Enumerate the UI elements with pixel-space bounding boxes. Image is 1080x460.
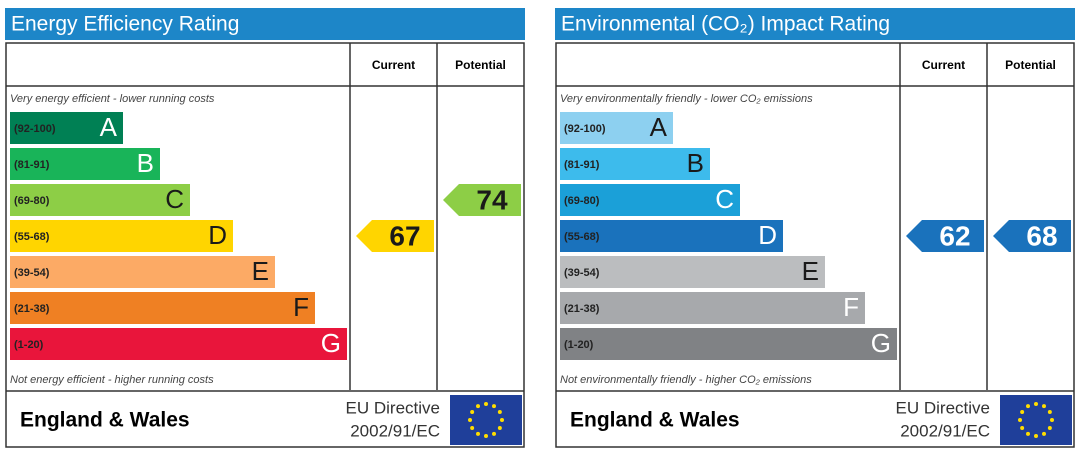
band-bar (560, 220, 783, 252)
rating-value: 67 (389, 220, 420, 251)
eu-star (1018, 418, 1022, 422)
band-letter: G (321, 328, 341, 358)
eu-star (1026, 431, 1030, 436)
eu-star (492, 404, 496, 409)
rating-arrow (993, 220, 1071, 252)
directive: EU Directive (346, 398, 440, 417)
band-letter: G (871, 328, 891, 358)
band-range: (69-80) (14, 195, 50, 207)
band-range: (1-20) (564, 339, 594, 351)
eu-star (1034, 434, 1038, 438)
band-range: (69-80) (564, 195, 600, 207)
band-range: (55-68) (564, 231, 600, 243)
band-letter: F (293, 292, 309, 322)
eu-star (1034, 402, 1038, 406)
eu-star (484, 434, 488, 438)
band-range: (81-91) (564, 159, 600, 171)
column-header: Potential (455, 58, 506, 72)
band-range: (92-100) (564, 123, 606, 135)
band-bar (10, 220, 233, 252)
band-letter: A (100, 112, 118, 142)
eu-star (497, 426, 502, 430)
rating-panel: Environmental (CO₂) Impact Rating Current… (555, 8, 1075, 448)
eu-star (1047, 410, 1052, 414)
top-note: Very environmentally friendly - lower CO… (560, 93, 813, 105)
rating-arrow (443, 184, 521, 216)
rating-panel: Energy Efficiency Rating Current Potential… (5, 8, 525, 448)
rating-value: 62 (939, 220, 970, 251)
top-note: Very energy efficient - lower running co… (10, 93, 215, 105)
eu-star (470, 410, 475, 414)
rating-arrow (356, 220, 434, 252)
panel-title: Environmental (CO₂) Impact Rating (561, 13, 890, 36)
band-range: (21-38) (14, 303, 50, 315)
eu-star (484, 402, 488, 406)
band-range: (39-54) (564, 267, 600, 279)
band-letter: F (843, 292, 859, 322)
eu-star (1026, 404, 1030, 409)
eu-star (1042, 431, 1046, 436)
band-bar (560, 148, 710, 180)
band-bar (560, 256, 825, 288)
panel-title: Energy Efficiency Rating (11, 13, 239, 36)
eu-star (470, 426, 475, 430)
band-bar (10, 184, 190, 216)
eu-star (1020, 426, 1025, 430)
band-bar (560, 292, 865, 324)
column-header: Current (372, 58, 415, 72)
rating-arrow (906, 220, 984, 252)
eu-star (476, 404, 480, 409)
band-bar (560, 328, 897, 360)
band-range: (1-20) (14, 339, 44, 351)
eu-star (468, 418, 472, 422)
band-letter: D (758, 220, 777, 250)
band-range: (39-54) (14, 267, 50, 279)
band-bar (10, 328, 347, 360)
directive: EU Directive (896, 398, 990, 417)
bottom-note: Not energy efficient - higher running co… (10, 374, 214, 386)
band-bar (10, 292, 315, 324)
eu-star (492, 431, 496, 436)
band-range: (92-100) (14, 123, 56, 135)
title-bar (555, 8, 1075, 40)
eu-star (1042, 404, 1046, 409)
band-letter: B (687, 148, 704, 178)
eu-star (1047, 426, 1052, 430)
title-bar (5, 8, 525, 40)
directive: 2002/91/EC (900, 421, 990, 440)
band-letter: E (802, 256, 819, 286)
region: England & Wales (20, 409, 190, 432)
band-bar (560, 184, 740, 216)
band-bar (10, 112, 123, 144)
eu-star (497, 410, 502, 414)
band-bar (10, 256, 275, 288)
band-letter: D (208, 220, 227, 250)
band-letter: C (715, 184, 734, 214)
eu-star (500, 418, 504, 422)
rating-value: 74 (476, 184, 508, 215)
band-letter: E (252, 256, 269, 286)
eu-star (1020, 410, 1025, 414)
column-header: Potential (1005, 58, 1056, 72)
band-letter: A (650, 112, 668, 142)
eu-star (1050, 418, 1054, 422)
eu-star (476, 431, 480, 436)
band-bar (560, 112, 673, 144)
directive: 2002/91/EC (350, 421, 440, 440)
band-letter: C (165, 184, 184, 214)
bottom-note: Not environmentally friendly - higher CO… (560, 374, 812, 386)
column-header: Current (922, 58, 965, 72)
band-letter: B (137, 148, 154, 178)
band-range: (55-68) (14, 231, 50, 243)
rating-value: 68 (1026, 220, 1057, 251)
band-bar (10, 148, 160, 180)
band-range: (21-38) (564, 303, 600, 315)
band-range: (81-91) (14, 159, 50, 171)
region: England & Wales (570, 409, 740, 432)
